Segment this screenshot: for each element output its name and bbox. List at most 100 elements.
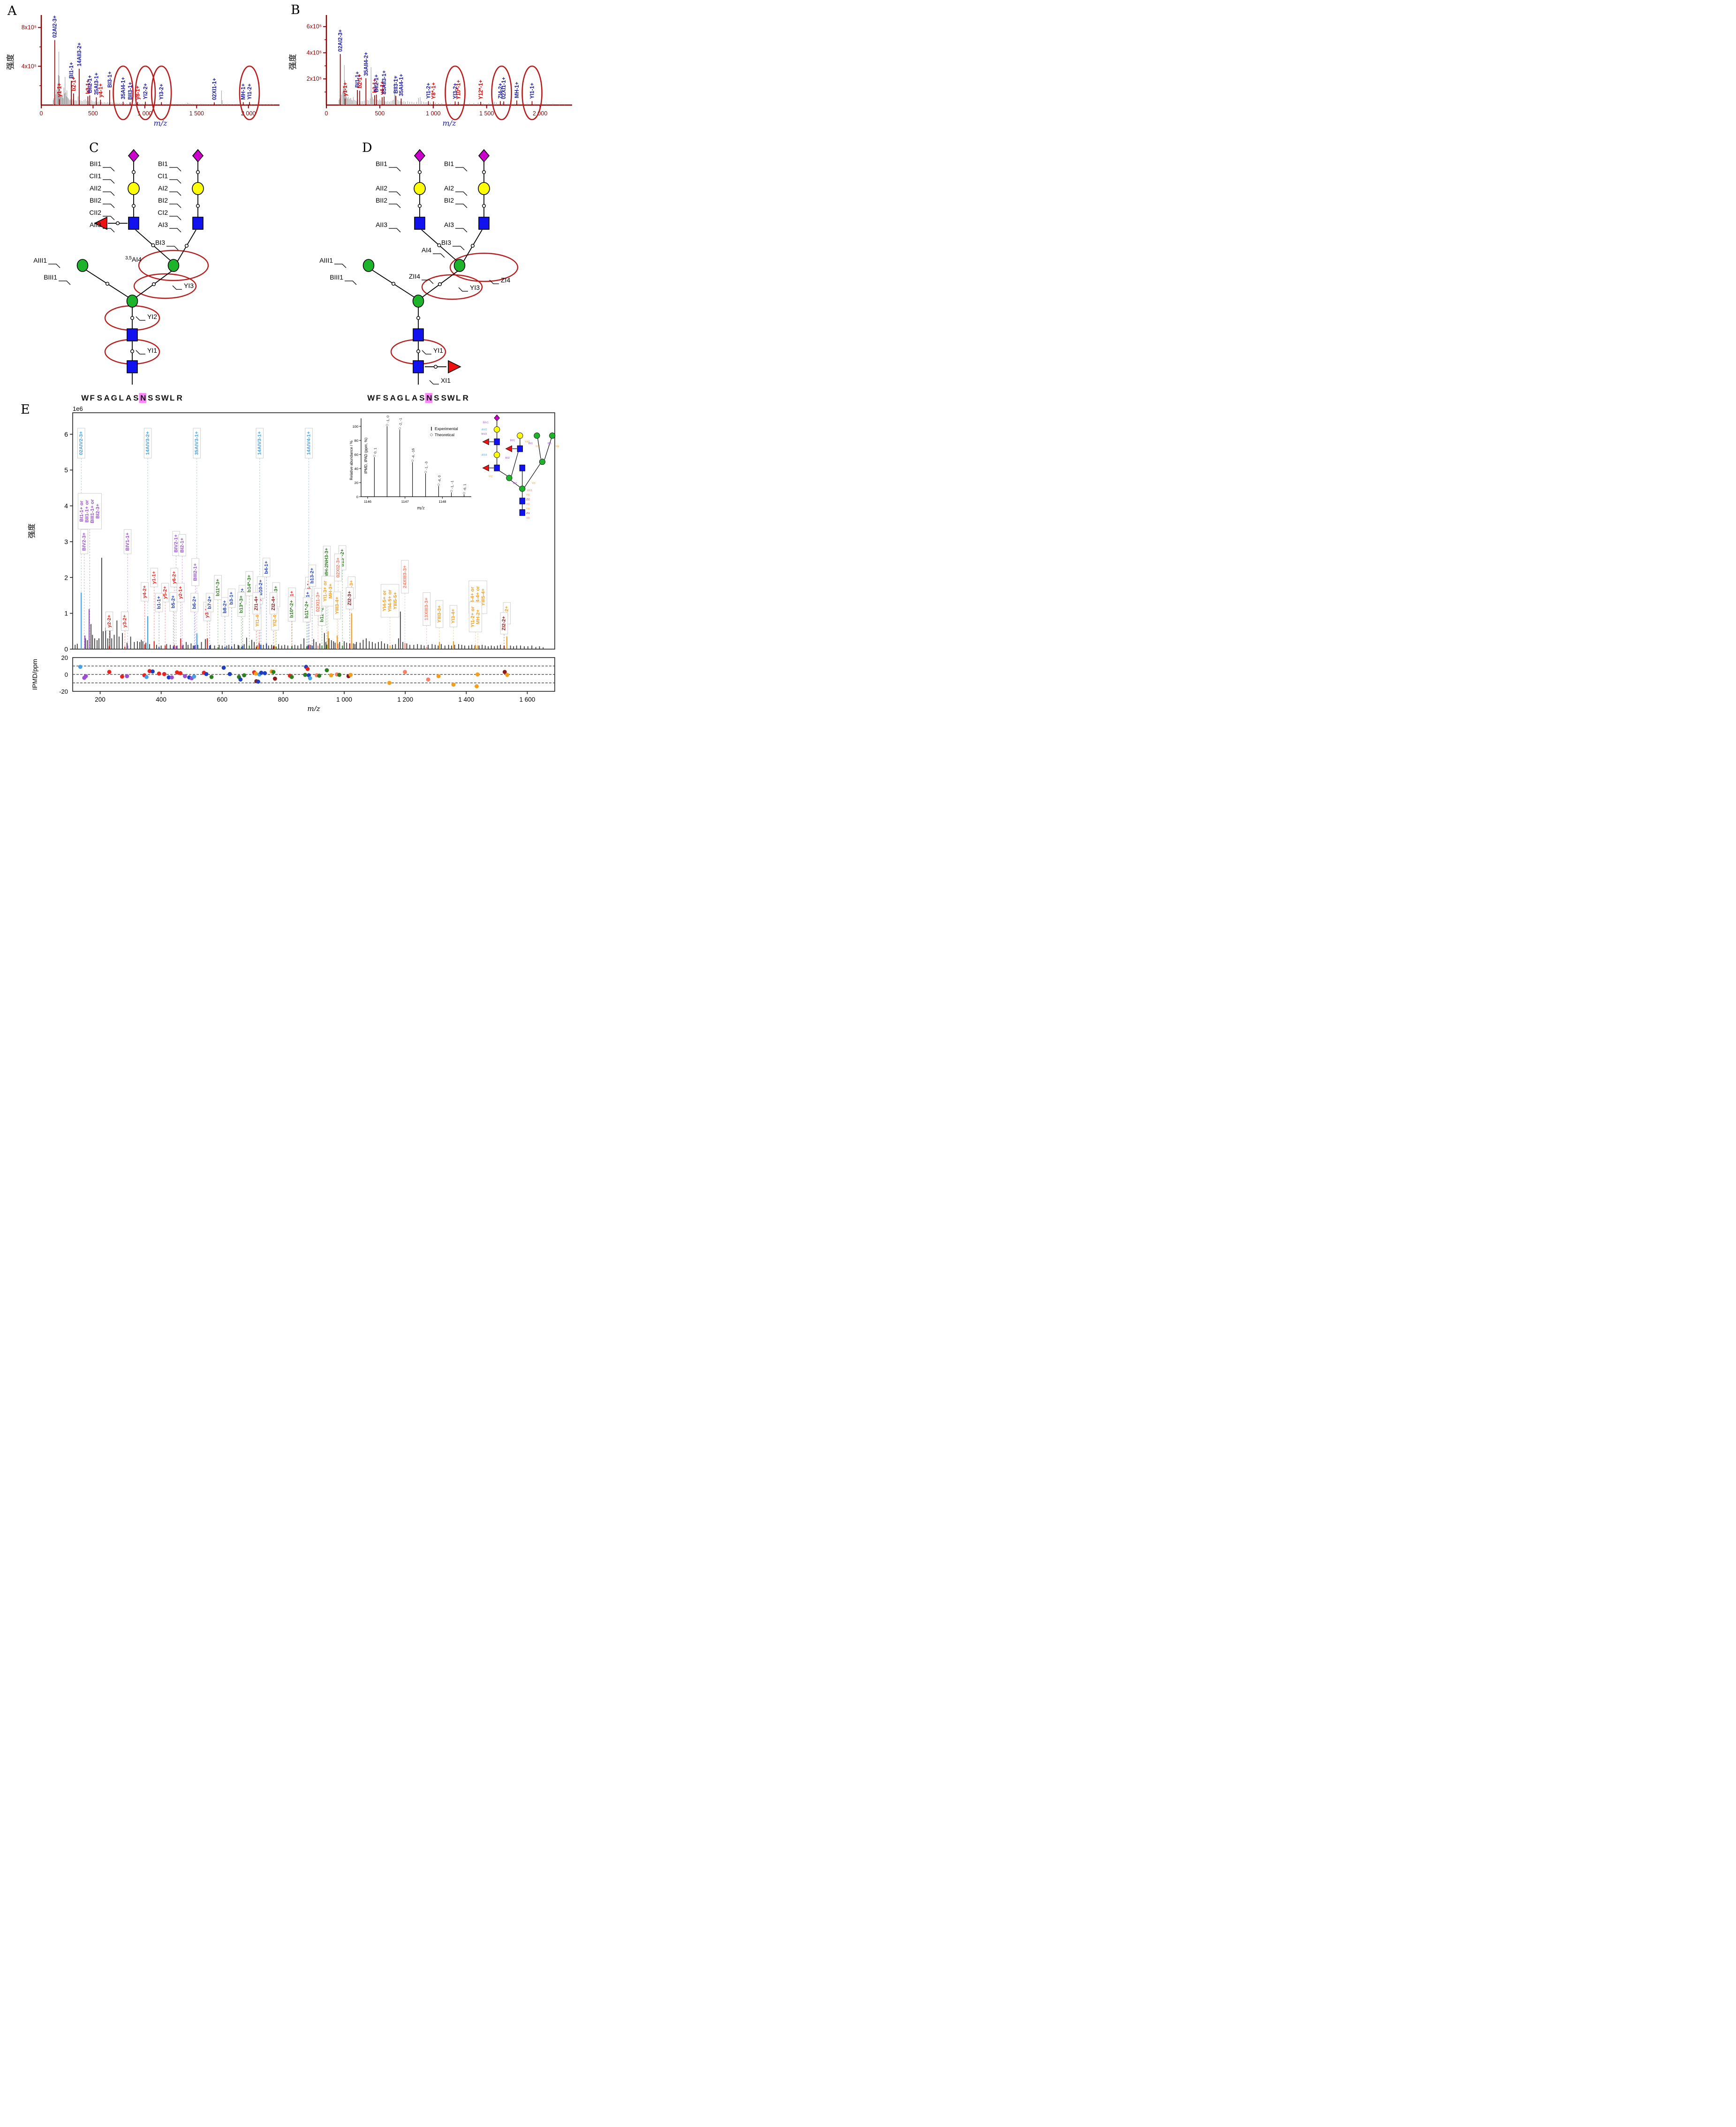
peak-label: b13*-3+ (237, 592, 246, 617)
inset-y-title: Relative abundance / % (349, 440, 354, 480)
x-tick-label: 500 (375, 110, 385, 117)
svg-text:L: L (405, 394, 410, 402)
peak-label: BIV2-3+ (80, 529, 88, 554)
peak-label: b4-1+ (262, 558, 271, 577)
panel-d-glycan-diagram: BII1 AII2 BII2 AII3 BI1 AI2 BI2 AI3 BI3 AIII1 BIII… (319, 149, 519, 403)
mini-glycan-label: BII2 (506, 457, 510, 460)
svg-text:YI1-2+ or: YI1-2+ or (470, 606, 476, 628)
svg-text:W: W (81, 394, 89, 402)
fragment-label: CI1 (158, 172, 168, 180)
isotope-annotation: -1, -1 (450, 480, 454, 489)
svg-text:A: A (104, 394, 110, 402)
panel-c-glycan-diagram: BII1 CII1 AII2 BII2 CII2 AII3 BI1 CI1 AI2 BI2 CI2 A… (33, 149, 209, 403)
fragment-label: BII1 (376, 160, 387, 167)
peak-label: y4-2+ (141, 582, 149, 602)
svg-text:b13*-3+: b13*-3+ (239, 596, 244, 613)
x-tick-label: 2 000 (533, 110, 547, 117)
svg-text:S: S (383, 394, 388, 402)
x-tick-label: 1 000 (336, 696, 352, 703)
svg-text:24XIII3-3+: 24XIII3-3+ (402, 565, 408, 588)
x-tick-label: 0 (40, 110, 43, 117)
y-tick-label: 8x10⁵ (22, 24, 37, 31)
svg-text:A: A (126, 394, 131, 402)
svg-text:A: A (412, 394, 417, 402)
peak-label: 13XIII3-3+ (423, 592, 430, 626)
mini-glycan-label: YI2 (526, 494, 530, 497)
svg-text:02AIV2-3+: 02AIV2-3+ (78, 431, 84, 455)
svg-text:S: S (434, 394, 439, 402)
svg-text:b3-1+: b3-1+ (229, 592, 234, 605)
peak-label: Y10*-1+ (456, 80, 461, 99)
y-tick-label: 3 (64, 538, 68, 545)
svg-text:02XI2-3+: 02XI2-3+ (335, 557, 341, 577)
peak-label: y1-1+ (57, 83, 63, 97)
fragment-label: AI3 (444, 221, 454, 228)
svg-text:MH-2NH3-3+: MH-2NH3-3+ (324, 548, 330, 577)
fragment-label: AI4 (422, 246, 431, 254)
peak-label: BII3-1+ (393, 76, 399, 93)
cleavage-ellipses (390, 252, 519, 365)
peak-label: 02AIV2-3+ (77, 428, 85, 459)
peak-label: BI2-1+ (178, 534, 186, 557)
mini-glycan-label: ZI2 (526, 499, 530, 501)
mini-glycan-label: YI4 (555, 445, 559, 448)
svg-text:b11*-3+: b11*-3+ (215, 579, 220, 596)
svg-text:YIII5-4+: YIII5-4+ (480, 589, 486, 606)
svg-text:L: L (456, 394, 460, 402)
svg-text:1148: 1148 (438, 500, 446, 504)
y-tick-label: 5 (64, 466, 68, 474)
mini-glycan-label: BI1 (548, 442, 551, 445)
panel-c-letter: C (89, 141, 99, 155)
svg-text:1147: 1147 (401, 500, 409, 504)
svg-text:b10-2+: b10-2+ (258, 580, 264, 596)
svg-text:BII1-1+ or: BII1-1+ or (84, 500, 90, 522)
y-tick-label: 6 (64, 431, 68, 438)
x-tick-label: 600 (217, 696, 228, 703)
mini-glycan-label: YII4 (536, 445, 540, 448)
scatter-y-tick: 0 (65, 671, 68, 678)
x-tick-label: 800 (278, 696, 289, 703)
glycosite-highlight (139, 393, 146, 403)
isotope-annotation: -6, 1 (463, 484, 467, 491)
peak-label: 14AIV3-2+ (143, 428, 152, 459)
peak-label: BI1-1+ (69, 62, 75, 78)
glycosidic-bonds (86, 161, 200, 385)
fragment-label: AIII1 (319, 257, 333, 264)
e-axes: 0 1 2 3 4 5 6 (64, 431, 73, 653)
svg-text:60: 60 (355, 453, 358, 457)
legend-theoretical: Theoretical (435, 432, 454, 437)
noise-peaks (339, 65, 565, 105)
scatter-y-tick: -20 (59, 688, 68, 695)
svg-text:b7-2+: b7-2+ (207, 596, 212, 609)
x-tick-label: 200 (95, 696, 106, 703)
svg-text:S: S (155, 394, 160, 402)
svg-text:BI2-3+: BI2-3+ (95, 504, 100, 519)
fragment-label: BII2 (376, 197, 387, 204)
peak-label: ZI1-4+ (252, 592, 260, 614)
peak-label: YIII3-3+ (435, 600, 444, 628)
svg-text:MH-2+: MH-2+ (475, 609, 481, 624)
e-labeled-peaks (81, 592, 507, 649)
svg-text:G: G (397, 394, 403, 402)
axes: 6x10⁵ 4x10⁵ 2x10⁵ 0 500 1 000 1 500 2 000 (307, 15, 572, 117)
fragment-label: ZII4 (409, 272, 420, 280)
mini-glycan-label: BIV1 (483, 422, 489, 424)
svg-text:R: R (463, 394, 468, 402)
peak-label: YI3-2+ (159, 83, 165, 99)
mini-glycan-label: AIV2 (482, 428, 487, 431)
peak-label: BI1-1+ or BII1-1+ or BIII1-1+ or BI2-3+ (77, 493, 102, 530)
mass-error-points (78, 665, 509, 689)
svg-text:F: F (90, 394, 95, 402)
isotope-annotation: -2, -1 (399, 418, 403, 426)
y-axis-title: 强度 (288, 54, 297, 70)
svg-text:W: W (161, 394, 169, 402)
mini-glycan-label: AIV4 (482, 454, 487, 456)
svg-text:y6-2+: y6-2+ (171, 571, 177, 584)
svg-text:100: 100 (352, 424, 358, 429)
peak-label: b7-2+ (205, 593, 214, 613)
fragment-label: BIII1 (330, 273, 343, 281)
isotope-annotation: 0, 1 (373, 447, 377, 454)
peak-label: 02XI1-3+ (314, 588, 322, 616)
isotope-annotation: -1, -3 (424, 462, 429, 470)
svg-text:BI1-1+ or: BI1-1+ or (79, 500, 84, 522)
